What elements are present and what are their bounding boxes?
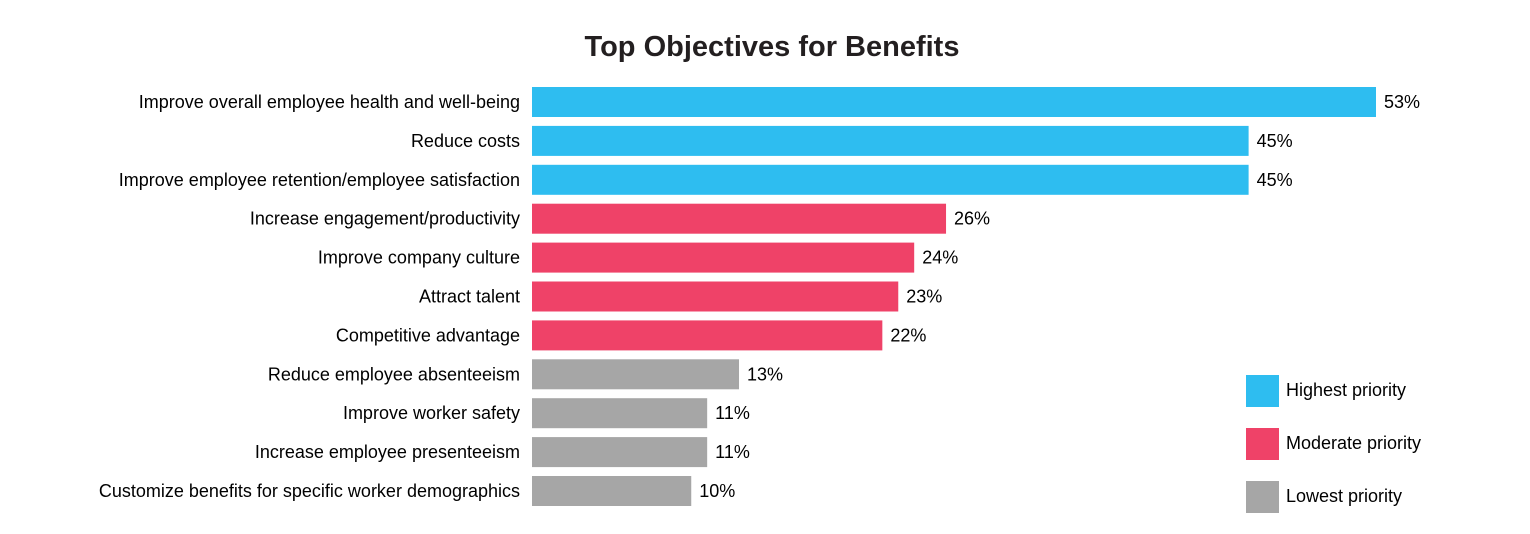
- value-label: 45%: [1257, 131, 1293, 151]
- legend-swatch: [1246, 375, 1279, 407]
- bar: [532, 398, 708, 429]
- category-label: Improve company culture: [318, 248, 520, 268]
- bars-layer: Improve overall employee health and well…: [99, 87, 1420, 506]
- value-label: 11%: [715, 403, 750, 423]
- category-label: Attract talent: [419, 287, 520, 307]
- category-label: Reduce costs: [411, 131, 520, 151]
- value-label: 13%: [747, 364, 783, 384]
- legend-swatch: [1246, 481, 1279, 513]
- category-label: Reduce employee absenteeism: [268, 364, 520, 384]
- bar: [532, 87, 1376, 117]
- legend-label: Lowest priority: [1286, 486, 1402, 506]
- category-label: Customize benefits for specific worker d…: [99, 481, 520, 501]
- legend-label: Moderate priority: [1286, 433, 1421, 453]
- bar: [532, 437, 708, 468]
- value-label: 10%: [699, 481, 735, 501]
- value-label: 53%: [1384, 92, 1420, 112]
- value-label: 24%: [922, 248, 958, 268]
- category-label: Improve worker safety: [343, 403, 520, 423]
- bar: [532, 320, 883, 351]
- category-label: Competitive advantage: [336, 325, 520, 345]
- value-label: 23%: [906, 287, 942, 307]
- legend-label: Highest priority: [1286, 380, 1406, 400]
- category-label: Increase engagement/productivity: [250, 209, 520, 229]
- value-label: 22%: [890, 325, 926, 345]
- bar: [532, 125, 1249, 156]
- category-label: Improve overall employee health and well…: [139, 92, 520, 112]
- legend-swatch: [1246, 428, 1279, 460]
- category-label: Improve employee retention/employee sati…: [119, 170, 520, 190]
- bar: [532, 203, 947, 234]
- legend: Highest priority Moderate priority Lowest …: [1246, 375, 1421, 513]
- bar: [532, 476, 692, 506]
- value-label: 11%: [715, 442, 750, 462]
- category-label: Increase employee presenteeism: [255, 442, 520, 462]
- bar: [532, 281, 899, 312]
- bar: [532, 242, 915, 273]
- chart-title: Top Objectives for Benefits: [585, 31, 960, 63]
- bar: [532, 359, 740, 390]
- value-label: 26%: [954, 209, 990, 229]
- bar: [532, 164, 1249, 195]
- value-label: 45%: [1257, 170, 1293, 190]
